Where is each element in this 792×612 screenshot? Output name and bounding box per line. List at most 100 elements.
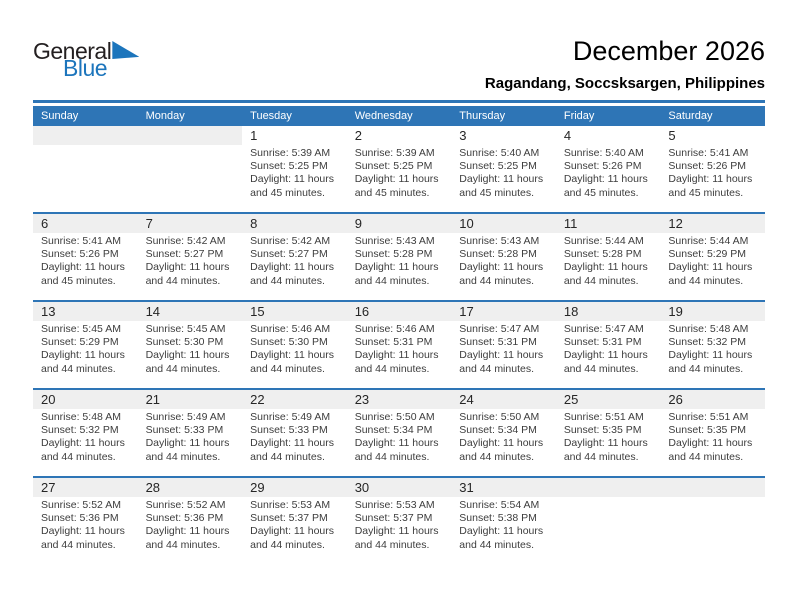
sunrise-line: Sunrise: 5:44 AM <box>668 235 749 247</box>
daylight-line: Daylight: 11 hours <box>41 525 125 538</box>
sunrise-line: Sunrise: 5:53 AM <box>354 499 435 511</box>
sunset-line: Sunset: 5:26 PM <box>41 248 119 261</box>
sunrise-line: Sunrise: 5:51 AM <box>668 411 749 423</box>
sunrise-line: Sunrise: 5:42 AM <box>250 235 331 247</box>
day-number: 11 <box>563 216 578 231</box>
day-number-strip: 31 <box>451 478 556 497</box>
day-number-strip: 26 <box>660 390 765 409</box>
day-number: 18 <box>563 304 579 319</box>
sunset-line: Sunset: 5:28 PM <box>459 248 537 261</box>
sunset-line: Sunset: 5:35 PM <box>668 424 747 437</box>
sunset-line: Sunset: 5:25 PM <box>354 160 433 173</box>
day-cell-2: 2 Sunrise: 5:39 AM Sunset: 5:25 PM Daylight… <box>346 126 452 212</box>
day-cell-5: 5 Sunrise: 5:41 AM Sunset: 5:26 PM Daylight… <box>660 126 765 212</box>
sunrise-line: Sunrise: 5:45 AM <box>145 323 226 335</box>
sunrise-line: Sunrise: 5:50 AM <box>459 411 540 423</box>
day-number-strip: 20 <box>33 390 138 409</box>
day-cell-23: 23 Sunrise: 5:50 AM Sunset: 5:34 PM Dayligh… <box>346 390 452 476</box>
day-number-strip: 24 <box>451 390 556 409</box>
logo-text-blue: Blue <box>63 55 108 81</box>
daylight-line-2: and 44 minutes. <box>250 362 325 375</box>
empty-cell <box>33 126 138 212</box>
sunset-line: Sunset: 5:38 PM <box>459 512 537 525</box>
day-number-strip: 6 <box>33 214 138 233</box>
week-row-1: 1 Sunrise: 5:39 AM Sunset: 5:25 PM Daylight… <box>33 126 765 212</box>
logo-text-general: General <box>33 38 112 64</box>
sunset-line: Sunset: 5:34 PM <box>354 424 433 437</box>
sunrise-line: Sunrise: 5:41 AM <box>668 147 749 159</box>
day-number: 26 <box>668 392 683 407</box>
daylight-line-2: and 44 minutes. <box>354 274 430 287</box>
day-cell-1: 1 Sunrise: 5:39 AM Sunset: 5:25 PM Daylight… <box>242 126 347 212</box>
sunrise-line: Sunrise: 5:40 AM <box>563 147 644 159</box>
day-number-strip: 13 <box>33 302 138 321</box>
calendar-grid: 1 Sunrise: 5:39 AM Sunset: 5:25 PM Daylight… <box>33 126 765 564</box>
day-cell-31: 31 Sunrise: 5:54 AM Sunset: 5:38 PM Dayligh… <box>451 478 556 564</box>
day-number-strip: 5 <box>660 126 765 145</box>
weekday-header-friday: Friday <box>563 110 595 122</box>
day-number: 6 <box>41 216 49 231</box>
day-number-strip: 4 <box>555 126 661 145</box>
daylight-line: Daylight: 11 hours <box>354 525 439 538</box>
day-number-strip <box>137 126 243 145</box>
empty-cell <box>660 478 765 564</box>
sunset-line: Sunset: 5:28 PM <box>563 248 642 261</box>
sunrise-line: Sunrise: 5:41 AM <box>41 235 121 247</box>
day-number: 19 <box>668 304 683 319</box>
daylight-line-2: and 44 minutes. <box>145 538 221 551</box>
day-number-strip: 1 <box>242 126 347 145</box>
logo-triangle-icon <box>112 41 140 59</box>
day-number-strip: 25 <box>555 390 661 409</box>
sunrise-line: Sunrise: 5:53 AM <box>250 499 331 511</box>
daylight-line: Daylight: 11 hours <box>354 173 439 186</box>
calendar: Sunday Monday Tuesday Wednesday Thursday Frid… <box>33 100 765 564</box>
title-block: December 2026 Ragandang, Soccsksargen, P… <box>485 36 765 92</box>
day-cell-14: 14 Sunrise: 5:45 AM Sunset: 5:30 PM Dayligh… <box>137 302 243 388</box>
daylight-line: Daylight: 11 hours <box>145 525 230 538</box>
day-cell-27: 27 Sunrise: 5:52 AM Sunset: 5:36 PM Dayligh… <box>33 478 138 564</box>
sunset-line: Sunset: 5:37 PM <box>250 512 328 525</box>
sunset-line: Sunset: 5:31 PM <box>459 336 537 349</box>
daylight-line-2: and 44 minutes. <box>668 274 744 287</box>
day-cell-8: 8 Sunrise: 5:42 AM Sunset: 5:27 PM Daylight… <box>242 214 347 300</box>
day-number-strip: 19 <box>660 302 765 321</box>
daylight-line-2: and 44 minutes. <box>563 450 639 463</box>
day-number: 28 <box>145 480 161 495</box>
day-number-strip: 16 <box>346 302 452 321</box>
sunset-line: Sunset: 5:36 PM <box>145 512 224 525</box>
daylight-line: Daylight: 11 hours <box>459 261 544 274</box>
sunset-line: Sunset: 5:33 PM <box>250 424 328 437</box>
day-cell-17: 17 Sunrise: 5:47 AM Sunset: 5:31 PM Dayligh… <box>451 302 556 388</box>
day-cell-30: 30 Sunrise: 5:53 AM Sunset: 5:37 PM Dayligh… <box>346 478 452 564</box>
daylight-line-2: and 44 minutes. <box>145 274 221 287</box>
day-number: 27 <box>41 480 56 495</box>
daylight-line: Daylight: 11 hours <box>41 261 125 274</box>
sunset-line: Sunset: 5:26 PM <box>668 160 747 173</box>
daylight-line-2: and 44 minutes. <box>563 274 639 287</box>
day-number-strip: 30 <box>346 478 452 497</box>
day-cell-9: 9 Sunrise: 5:43 AM Sunset: 5:28 PM Daylight… <box>346 214 452 300</box>
sunset-line: Sunset: 5:33 PM <box>145 424 224 437</box>
day-cell-21: 21 Sunrise: 5:49 AM Sunset: 5:33 PM Dayligh… <box>137 390 243 476</box>
daylight-line: Daylight: 11 hours <box>668 349 753 362</box>
daylight-line-2: and 44 minutes. <box>250 274 325 287</box>
sunrise-line: Sunrise: 5:47 AM <box>563 323 644 335</box>
day-number: 5 <box>668 128 676 143</box>
week-row-5: 27 Sunrise: 5:52 AM Sunset: 5:36 PM Dayligh… <box>33 476 765 564</box>
sunrise-line: Sunrise: 5:46 AM <box>250 323 331 335</box>
daylight-line: Daylight: 11 hours <box>563 173 648 186</box>
daylight-line-2: and 44 minutes. <box>668 362 744 375</box>
daylight-line: Daylight: 11 hours <box>354 261 439 274</box>
day-number-strip: 11 <box>555 214 661 233</box>
day-cell-7: 7 Sunrise: 5:42 AM Sunset: 5:27 PM Daylight… <box>137 214 243 300</box>
daylight-line-2: and 44 minutes. <box>354 362 430 375</box>
weekday-header-sunday: Sunday <box>41 110 79 122</box>
day-cell-19: 19 Sunrise: 5:48 AM Sunset: 5:32 PM Dayligh… <box>660 302 765 388</box>
daylight-line: Daylight: 11 hours <box>250 173 334 186</box>
day-cell-20: 20 Sunrise: 5:48 AM Sunset: 5:32 PM Dayligh… <box>33 390 138 476</box>
sunrise-line: Sunrise: 5:48 AM <box>41 411 121 423</box>
empty-cell <box>555 478 661 564</box>
daylight-line: Daylight: 11 hours <box>459 173 544 186</box>
day-number-strip: 8 <box>242 214 347 233</box>
